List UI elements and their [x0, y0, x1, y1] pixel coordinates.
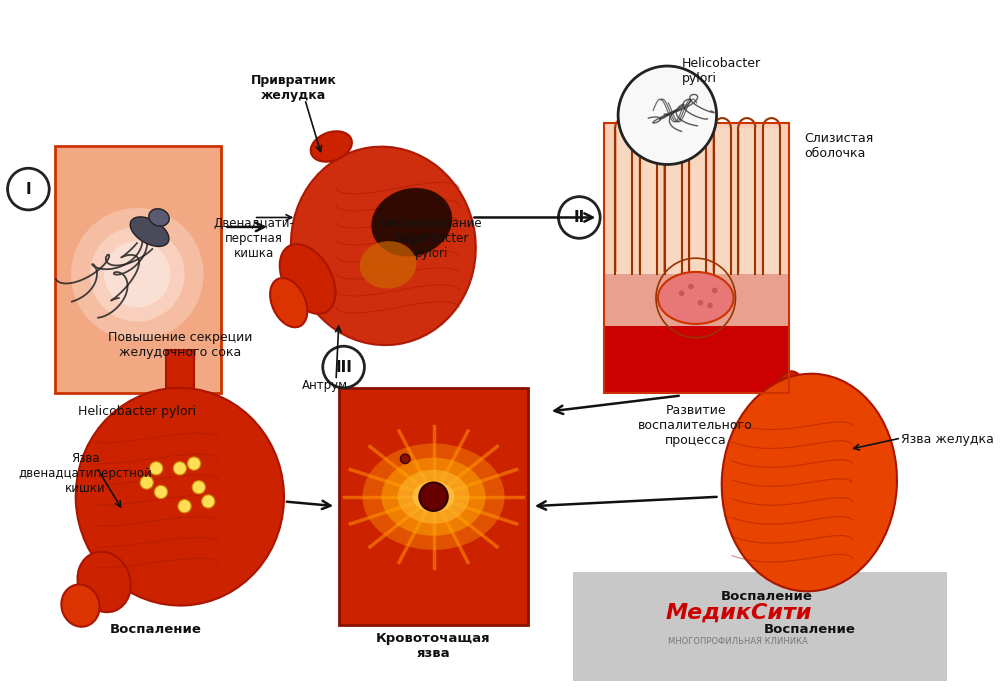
- Text: Воспаление: Воспаление: [763, 623, 855, 636]
- Text: Язва
двенадцатиперстной
кишки: Язва двенадцатиперстной кишки: [18, 452, 152, 495]
- Circle shape: [400, 454, 410, 463]
- Text: Развитие
воспалительного
процесса: Развитие воспалительного процесса: [638, 404, 753, 447]
- Circle shape: [71, 208, 204, 340]
- Ellipse shape: [77, 552, 131, 612]
- Text: Воспаление: Воспаление: [721, 589, 813, 603]
- Bar: [573, 573, 947, 681]
- Bar: [55, 146, 221, 393]
- Bar: [715, 127, 730, 274]
- Bar: [616, 127, 631, 274]
- Circle shape: [698, 300, 703, 305]
- Bar: [690, 127, 705, 274]
- Circle shape: [688, 284, 694, 289]
- Text: Helicobacter pylori: Helicobacter pylori: [78, 405, 196, 418]
- Circle shape: [707, 302, 713, 309]
- Circle shape: [618, 66, 717, 164]
- Ellipse shape: [363, 444, 505, 550]
- Circle shape: [192, 481, 205, 494]
- Ellipse shape: [381, 458, 486, 536]
- Bar: [604, 122, 789, 393]
- Bar: [665, 127, 681, 274]
- Circle shape: [558, 197, 600, 238]
- Ellipse shape: [372, 188, 452, 256]
- Text: МНОГОПРОФИЛЬНАЯ КЛИНИКА: МНОГОПРОФИЛЬНАЯ КЛИНИКА: [668, 637, 808, 646]
- Ellipse shape: [270, 278, 307, 328]
- Circle shape: [712, 288, 718, 293]
- Text: III: III: [335, 360, 352, 374]
- Bar: [641, 127, 656, 274]
- Text: Двенадцати-
перстная
кишка: Двенадцати- перстная кишка: [213, 217, 294, 260]
- Text: Слизистая
оболочка: Слизистая оболочка: [805, 132, 874, 160]
- Text: Антрум: Антрум: [302, 379, 348, 393]
- Ellipse shape: [398, 470, 470, 524]
- Bar: [339, 388, 528, 624]
- Circle shape: [178, 500, 191, 513]
- Text: Инфицирование
Helicobacter
pylori: Инфицирование Helicobacter pylori: [381, 217, 482, 260]
- Text: МедикСити: МедикСити: [665, 603, 812, 623]
- Bar: [604, 326, 789, 393]
- Ellipse shape: [130, 217, 169, 246]
- Circle shape: [419, 482, 448, 511]
- Ellipse shape: [311, 132, 352, 162]
- Circle shape: [104, 241, 170, 307]
- Ellipse shape: [61, 584, 100, 626]
- Circle shape: [154, 485, 168, 498]
- Text: II: II: [574, 210, 585, 225]
- Ellipse shape: [291, 146, 476, 345]
- Circle shape: [173, 462, 186, 475]
- Circle shape: [187, 457, 201, 470]
- Circle shape: [8, 168, 49, 210]
- Ellipse shape: [776, 371, 805, 414]
- Ellipse shape: [658, 272, 734, 324]
- Bar: [764, 127, 779, 274]
- Text: Кровоточащая
язва: Кровоточащая язва: [376, 632, 491, 660]
- Ellipse shape: [280, 244, 336, 314]
- Circle shape: [323, 346, 364, 388]
- Text: Повышение секреции
желудочного сока: Повышение секреции желудочного сока: [108, 332, 252, 360]
- Text: Воспаление: Воспаление: [110, 623, 202, 636]
- Circle shape: [150, 462, 163, 475]
- Bar: [604, 122, 789, 274]
- Bar: [604, 274, 789, 326]
- Circle shape: [90, 227, 185, 321]
- Ellipse shape: [149, 209, 169, 226]
- Ellipse shape: [722, 374, 897, 592]
- Ellipse shape: [360, 241, 416, 288]
- Ellipse shape: [76, 388, 284, 606]
- Circle shape: [202, 495, 215, 508]
- Ellipse shape: [413, 481, 454, 512]
- Circle shape: [679, 290, 684, 296]
- Text: Привратник
желудка: Привратник желудка: [251, 74, 336, 102]
- Text: Язва желудка: Язва желудка: [901, 433, 994, 447]
- Text: I: I: [26, 181, 31, 197]
- Text: Helicobacter
pylori: Helicobacter pylori: [682, 57, 761, 85]
- Bar: [739, 127, 754, 274]
- Circle shape: [140, 476, 153, 489]
- Bar: [166, 350, 194, 402]
